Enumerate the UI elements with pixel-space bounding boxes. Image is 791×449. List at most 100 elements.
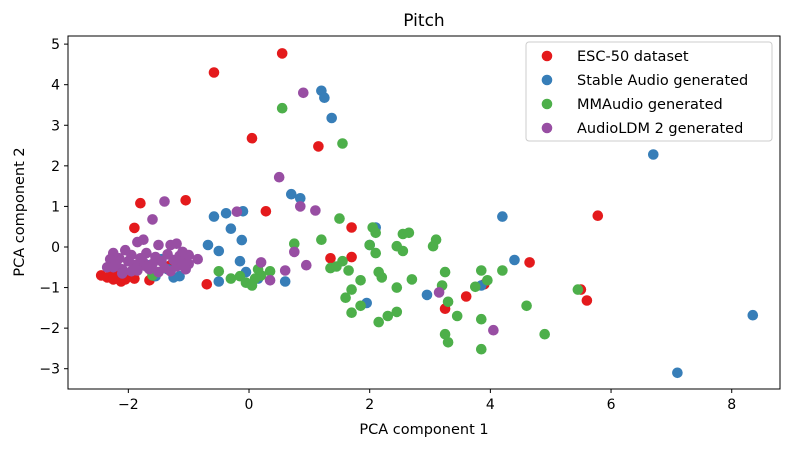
data-point (482, 275, 493, 286)
data-point (470, 281, 481, 293)
x-axis-label: PCA component 1 (359, 422, 488, 438)
y-tick-label: 4 (51, 78, 60, 94)
data-point (373, 316, 385, 328)
x-tick-label: 6 (607, 397, 616, 413)
data-point (442, 337, 454, 348)
data-point (672, 367, 683, 379)
data-point (255, 257, 267, 268)
legend-label: Stable Audio generated (577, 73, 748, 89)
data-point (325, 252, 336, 264)
data-point (147, 214, 158, 225)
data-point (403, 227, 415, 239)
legend-box (525, 41, 773, 142)
data-point (346, 284, 357, 295)
data-point (264, 266, 276, 277)
data-point (276, 102, 288, 114)
data-point (192, 253, 203, 265)
data-point (421, 289, 433, 301)
data-point (135, 252, 146, 264)
data-point (202, 239, 214, 251)
data-point (391, 306, 403, 318)
data-point (260, 206, 272, 217)
data-point (246, 280, 258, 291)
data-point (289, 238, 300, 249)
legend-marker (541, 122, 553, 134)
data-point (135, 197, 146, 209)
data-point (201, 279, 213, 290)
data-point (581, 295, 593, 306)
data-point (159, 196, 170, 207)
data-point (289, 246, 300, 258)
data-point (476, 265, 487, 276)
data-point (310, 205, 321, 216)
data-point (346, 222, 357, 233)
data-point (340, 292, 351, 304)
data-point (279, 265, 291, 276)
y-tick-label: 0 (51, 240, 60, 256)
legend-marker (541, 50, 553, 62)
data-point (231, 206, 243, 217)
data-point (123, 255, 134, 267)
data-point (208, 67, 220, 78)
data-point (162, 249, 173, 260)
y-tick-label: 2 (51, 159, 60, 175)
legend-label: ESC-50 dataset (577, 49, 689, 65)
data-point (334, 213, 345, 224)
data-point (439, 328, 451, 340)
data-point (346, 307, 357, 319)
data-point (246, 132, 258, 144)
data-point (539, 328, 550, 340)
data-point (298, 87, 309, 99)
data-point (343, 265, 354, 276)
data-point (104, 253, 116, 265)
data-point (488, 324, 499, 336)
data-point (183, 249, 194, 261)
y-axis-ticks: −3 −2 −1 0 1 2 3 4 5 (39, 37, 68, 378)
data-point (132, 265, 143, 276)
data-point (153, 266, 164, 278)
data-point (382, 310, 394, 322)
data-point (319, 92, 330, 103)
data-point (120, 244, 131, 256)
data-point (295, 201, 306, 212)
data-point (337, 138, 348, 149)
data-point (460, 291, 472, 302)
data-point (364, 239, 376, 251)
points-layer (95, 48, 759, 379)
legend-items: ESC-50 dataset Stable Audio generated MMAu… (541, 49, 748, 137)
legend-label: AudioLDM 2 generated (577, 121, 743, 137)
data-point (213, 245, 225, 257)
data-point (337, 255, 348, 267)
data-point (509, 254, 520, 266)
data-point (592, 210, 604, 221)
data-point (391, 282, 403, 293)
data-point (406, 274, 418, 285)
data-point (117, 268, 128, 279)
data-point (747, 309, 759, 321)
data-point (115, 276, 127, 287)
data-point (171, 238, 182, 249)
y-tick-label: 5 (51, 37, 60, 53)
y-tick-label: −3 (39, 362, 60, 378)
data-point (220, 208, 232, 219)
data-point (225, 223, 237, 234)
data-point (346, 251, 357, 263)
data-point (316, 234, 327, 245)
data-point (376, 272, 388, 283)
y-axis-label: PCA component 2 (12, 147, 28, 276)
data-point (264, 275, 276, 286)
legend-marker (541, 74, 553, 86)
data-point (180, 264, 191, 275)
data-point (497, 211, 508, 222)
data-point (355, 275, 366, 286)
legend: ESC-50 dataset Stable Audio generated MMAu… (525, 41, 773, 142)
data-point (326, 112, 338, 124)
data-point (138, 234, 149, 245)
data-point (433, 287, 445, 298)
data-point (476, 343, 487, 355)
y-tick-label: −2 (39, 321, 60, 337)
data-point (521, 300, 532, 312)
data-point (648, 149, 659, 160)
data-point (129, 222, 140, 234)
